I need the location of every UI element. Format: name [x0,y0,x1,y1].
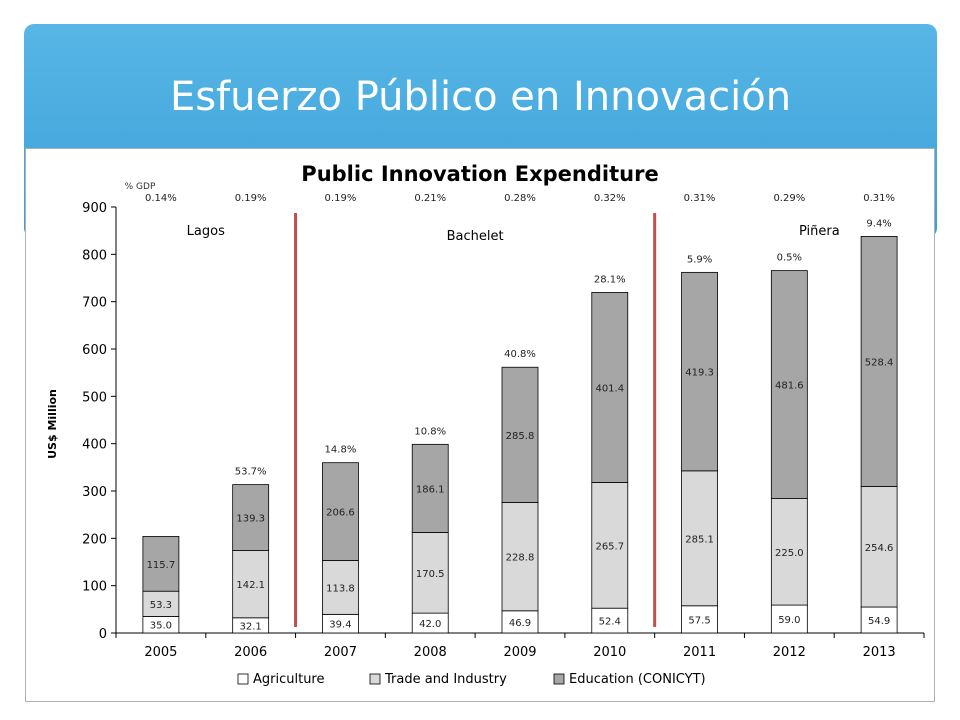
bar-trade-and-industry [591,482,629,609]
bar-education-conicyt [770,270,808,499]
x-tick-label: 2006 [234,645,267,660]
bar-trade-and-industry [501,502,539,612]
bar-trade-and-industry [770,498,808,606]
gdp-share-label: 0.21% [414,193,446,204]
data-label: 42.0 [419,619,441,630]
legend-label: Education (CONICYT) [569,672,706,687]
legend-swatch [369,673,381,685]
gdp-share-label: 0.31% [684,193,716,204]
bar-trade-and-industry [232,550,270,619]
x-tick-label: 2012 [773,645,806,660]
period-label: Lagos [187,224,225,239]
bar-education-conicyt [142,536,180,592]
growth-label: 28.1% [594,274,626,285]
gdp-header: % GDP [125,182,156,192]
growth-label: 9.4% [866,218,891,229]
growth-label: 10.8% [414,426,446,437]
data-label: 32.1 [240,621,262,632]
data-label: 46.9 [509,618,531,629]
gdp-share-label: 0.31% [863,193,895,204]
data-label: 528.4 [865,357,894,368]
data-label: 401.4 [595,383,624,394]
data-label: 170.5 [416,569,445,580]
gdp-share-label: 0.14% [145,193,177,204]
data-label: 481.6 [775,381,804,392]
legend-label: Agriculture [253,672,325,687]
y-axis-label: US$ Million [46,389,59,459]
slide-title: Esfuerzo Público en Innovación [169,74,792,120]
x-tick-label: 2013 [863,645,896,660]
bar-education-conicyt [591,292,629,483]
bar-education-conicyt [681,271,718,472]
data-label: 206.6 [326,508,355,519]
data-label: 142.1 [236,580,265,591]
bar-trade-and-industry [411,532,449,614]
y-tick-label: 300 [82,485,107,500]
bar-agriculture [591,607,629,634]
stacked-bar-chart: Public Innovation Expenditure US$ Millio… [46,162,925,687]
data-label: 53.3 [150,600,172,611]
data-label: 285.1 [685,534,714,545]
gdp-share-label: 0.28% [504,193,536,204]
legend-label: Trade and Industry [384,672,507,687]
bar-education-conicyt [501,366,539,503]
bar-trade-and-industry [860,486,898,608]
gdp-share-label: 0.19% [325,193,357,204]
data-label: 285.8 [506,431,535,442]
y-tick-label: 500 [82,390,107,405]
y-tick-label: 900 [82,201,107,216]
growth-label: 5.9% [687,254,712,265]
growth-label: 40.8% [504,349,536,360]
data-label: 54.9 [868,616,890,627]
legend-swatch [553,673,565,685]
chart-title: Public Innovation Expenditure [301,162,658,186]
data-label: 254.6 [865,543,894,554]
x-tick-label: 2009 [503,645,536,660]
gdp-share-label: 0.32% [594,193,626,204]
y-tick-label: 600 [82,343,107,358]
y-tick-label: 200 [82,532,107,547]
data-label: 139.3 [236,514,265,525]
legend-swatch [237,673,249,685]
data-label: 115.7 [147,560,176,571]
y-tick-label: 800 [82,248,107,263]
data-label: 39.4 [329,620,351,631]
bar-trade-and-industry [322,560,359,615]
data-label: 113.8 [326,583,355,594]
data-label: 186.1 [416,484,445,495]
growth-label: 14.8% [325,445,357,456]
y-tick-label: 0 [99,627,107,642]
bar-agriculture [770,604,808,634]
period-label: Piñera [799,224,840,239]
data-label: 419.3 [685,368,714,379]
bar-education-conicyt [411,443,449,533]
bar-education-conicyt [232,484,270,551]
data-label: 35.0 [150,621,172,632]
bar-agriculture [860,606,898,634]
gdp-share-label: 0.19% [235,193,267,204]
data-label: 228.8 [506,553,535,564]
data-label: 52.4 [599,617,621,628]
y-tick-label: 100 [82,580,107,595]
bar-education-conicyt [322,462,359,561]
x-tick-label: 2007 [324,645,357,660]
y-tick-label: 400 [82,438,107,453]
data-label: 265.7 [595,541,624,552]
data-label: 57.5 [688,615,710,626]
data-label: 225.0 [775,548,804,559]
data-label: 59.0 [778,615,800,626]
growth-label: 53.7% [235,467,267,478]
x-tick-label: 2008 [414,645,447,660]
x-tick-label: 2011 [683,645,716,660]
gdp-share-label: 0.29% [773,193,805,204]
x-tick-label: 2010 [593,645,626,660]
chart-panel: Public Innovation Expenditure US$ Millio… [25,148,935,702]
y-tick-label: 700 [82,296,107,311]
growth-label: 0.5% [777,253,802,264]
bar-education-conicyt [860,235,898,487]
x-tick-label: 2005 [144,645,177,660]
bar-agriculture [681,605,718,634]
period-label: Bachelet [447,229,504,244]
bar-trade-and-industry [142,590,180,617]
